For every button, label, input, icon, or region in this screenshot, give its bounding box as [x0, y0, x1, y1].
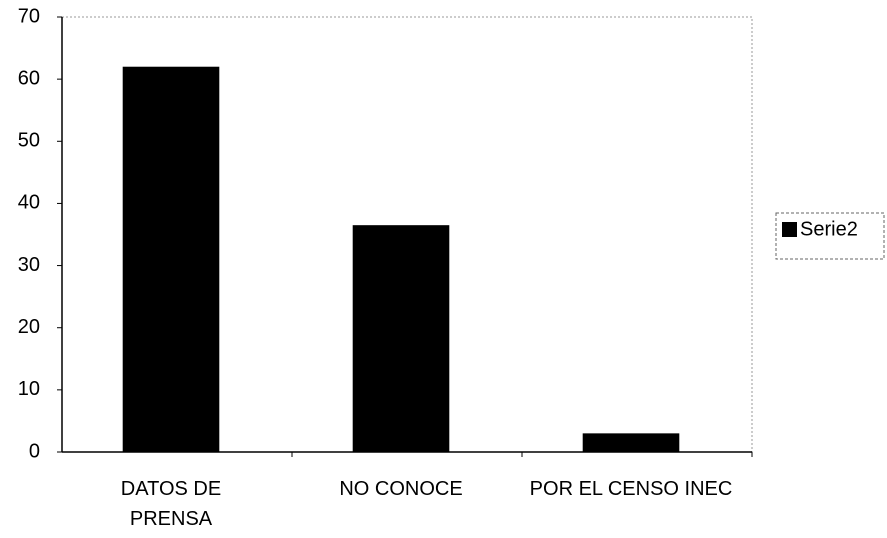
x-tick-label: POR EL CENSO INEC	[529, 478, 733, 500]
legend-label: Serie2	[800, 218, 858, 240]
legend-swatch	[782, 222, 797, 237]
bar	[122, 66, 220, 452]
y-tick-label: 30	[18, 254, 40, 276]
y-tick-label: 10	[18, 378, 40, 400]
y-tick-label: 20	[18, 316, 40, 338]
x-tick-label: DATOS DE PRENSA	[120, 478, 222, 530]
bar	[352, 225, 450, 452]
x-tick-label: NO CONOCE	[339, 478, 463, 500]
y-tick-label: 60	[18, 67, 40, 89]
y-tick-label: 70	[18, 5, 40, 27]
bar	[582, 433, 680, 452]
y-tick-label: 50	[18, 130, 40, 152]
y-tick-label: 0	[29, 440, 40, 462]
y-tick-label: 40	[18, 192, 40, 214]
